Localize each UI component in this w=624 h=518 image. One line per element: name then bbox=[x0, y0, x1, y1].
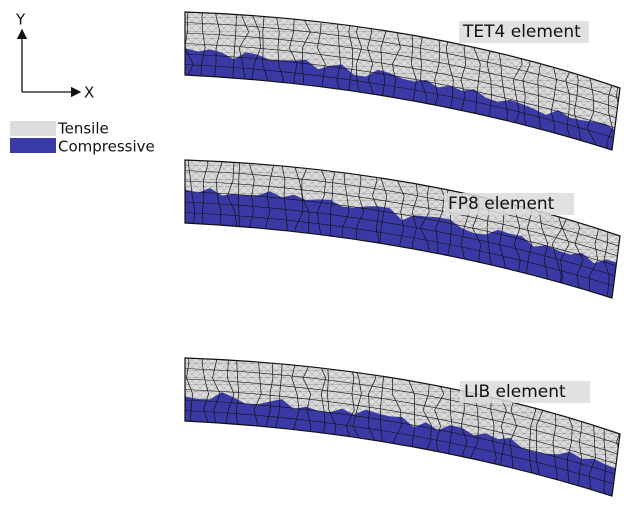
figure: Y X Tensile Compressive TET4 element FP8 … bbox=[0, 0, 624, 518]
legend: Tensile Compressive bbox=[10, 120, 155, 156]
y-label: Y bbox=[15, 11, 26, 29]
beam-panel: LIB element bbox=[180, 346, 624, 506]
grain-boundary bbox=[616, 0, 624, 160]
panel-label: FP8 element bbox=[448, 194, 555, 214]
grain-boundary bbox=[618, 148, 624, 308]
panels: TET4 element FP8 element LIB element bbox=[180, 0, 624, 506]
grain-boundary bbox=[617, 346, 624, 506]
panel-label: TET4 element bbox=[462, 22, 581, 42]
beam-panel: FP8 element bbox=[180, 148, 624, 308]
axis-triad: Y X bbox=[15, 11, 94, 102]
beam-body bbox=[180, 346, 624, 506]
legend-swatch bbox=[10, 138, 56, 153]
beam-body bbox=[180, 148, 624, 308]
x-label: X bbox=[84, 84, 94, 102]
beam-panel: TET4 element bbox=[180, 0, 624, 160]
legend-label: Tensile bbox=[57, 120, 109, 138]
legend-swatch bbox=[10, 121, 56, 136]
panel-label: LIB element bbox=[464, 382, 566, 402]
legend-label: Compressive bbox=[58, 138, 155, 156]
